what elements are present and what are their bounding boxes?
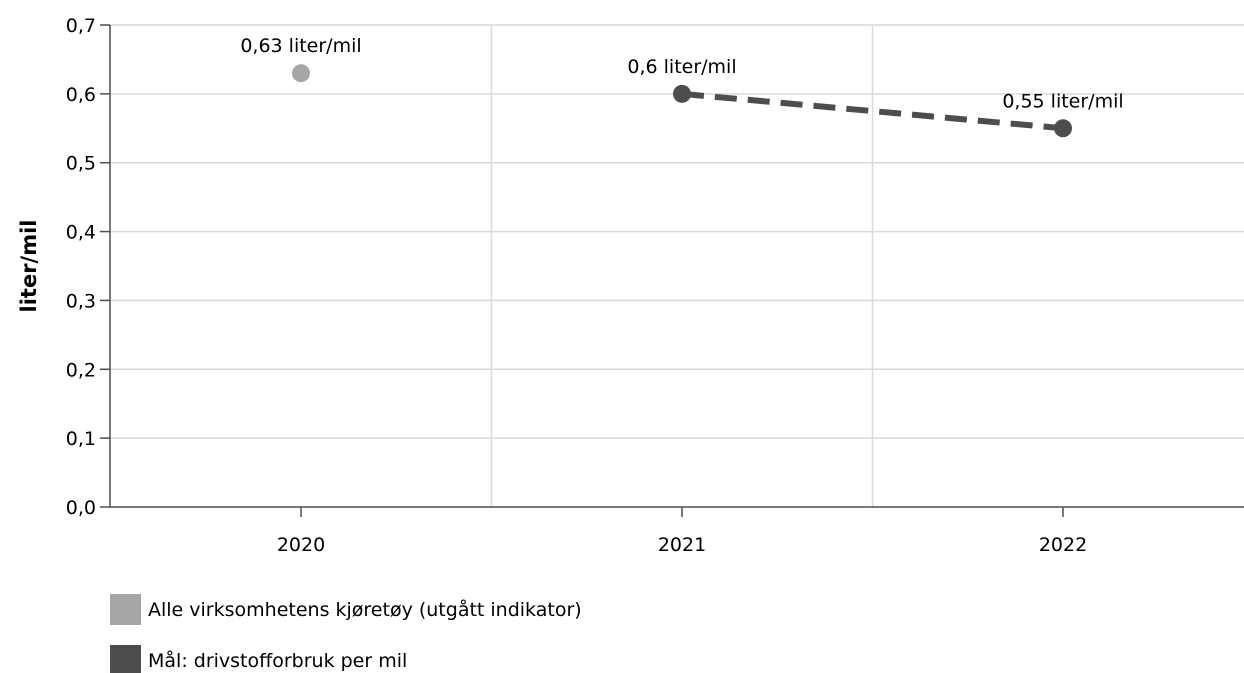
legend-swatch xyxy=(110,645,141,673)
data-label: 0,6 liter/mil xyxy=(627,56,736,78)
data-label: 0,63 liter/mil xyxy=(240,35,361,57)
x-tick-label: 2022 xyxy=(1039,534,1087,556)
legend: Alle virksomhetens kjøretøy (utgått indi… xyxy=(110,594,582,673)
y-tick-label: 0,3 xyxy=(66,290,96,312)
y-tick-label: 0,0 xyxy=(66,497,96,519)
y-tick-label: 0,6 xyxy=(66,84,96,106)
data-point xyxy=(1054,119,1072,138)
series: 0,63 liter/mil 0,6 liter/mil 0,55 liter/mi… xyxy=(240,35,1124,138)
y-tick-label: 0,5 xyxy=(66,153,96,175)
legend-label: Alle virksomhetens kjøretøy (utgått indi… xyxy=(148,598,582,621)
data-label: 0,55 liter/mil xyxy=(1002,90,1123,112)
x-tick-label: 2021 xyxy=(658,534,706,556)
x-tick-label: 2020 xyxy=(277,534,325,556)
series-line-2 xyxy=(681,90,1064,132)
y-tick-label: 0,2 xyxy=(66,359,96,381)
data-point xyxy=(292,64,310,83)
legend-label: Mål: drivstofforbruk per mil xyxy=(148,649,407,672)
y-tick-label: 0,1 xyxy=(66,428,96,450)
y-tick-label: 0,4 xyxy=(66,222,96,244)
legend-swatch xyxy=(110,594,141,625)
axes: 0,0 0,1 0,2 0,3 0,4 0,5 0,6 0,7 2020 2021 2022 xyxy=(66,15,1244,556)
y-tick-label: 0,7 xyxy=(66,15,96,37)
data-point xyxy=(673,84,691,103)
y-axis-title: liter/mil xyxy=(17,220,41,313)
